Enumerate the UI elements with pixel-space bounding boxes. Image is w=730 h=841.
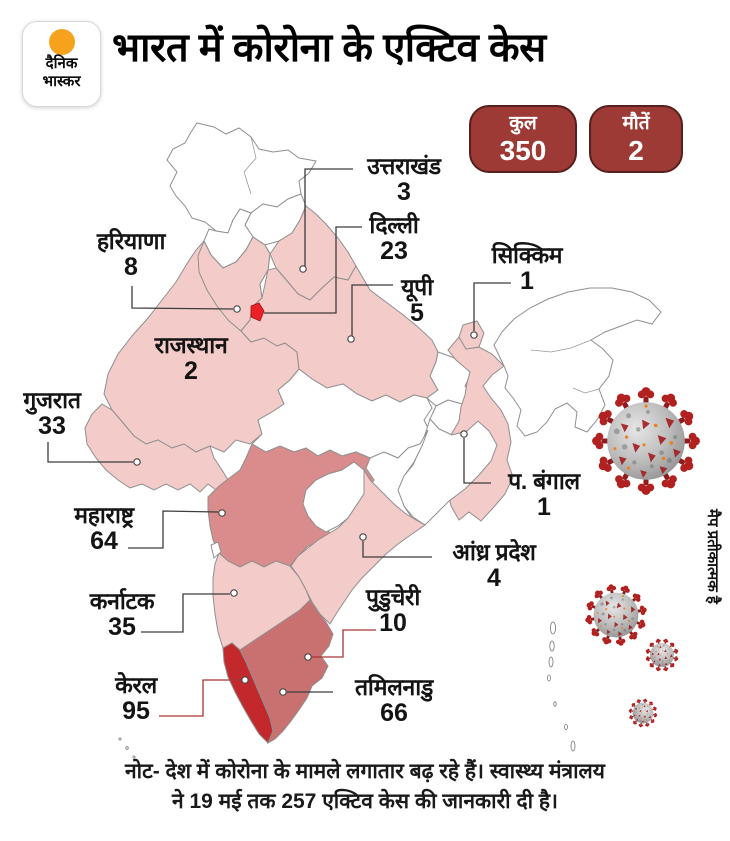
logo-text-line2: भास्कर <box>42 73 81 90</box>
state-name: महाराष्ट्र <box>74 502 134 528</box>
map-marker-dots <box>133 265 478 696</box>
state-tamil-nadu <box>239 599 334 745</box>
state-value: 1 <box>537 493 551 522</box>
state-haryana <box>197 236 271 332</box>
state-name: आंध्र प्रदेश <box>452 539 536 565</box>
state-name: राजस्थान <box>154 332 228 358</box>
state-value: 64 <box>90 527 118 556</box>
state-value: 10 <box>379 609 407 638</box>
map-disclaimer-note: मैप प्रतीकात्मक है <box>704 509 721 604</box>
label-uttar-pradesh: यूपी 5 <box>401 274 433 328</box>
state-name: उत्तराखंड <box>367 153 441 179</box>
internal-border <box>243 136 257 195</box>
label-gujarat: गुजरात 33 <box>23 387 81 441</box>
state-value: 2 <box>184 357 198 386</box>
label-maharashtra: महाराष्ट्र 64 <box>74 502 134 556</box>
state-value: 95 <box>122 697 150 726</box>
state-goa <box>210 541 222 559</box>
state-value: 8 <box>124 253 138 282</box>
state-value: 33 <box>38 412 66 441</box>
state-name: प. बंगाल <box>508 468 580 494</box>
sun-icon <box>48 29 75 55</box>
logo-text-line1: दैनिक <box>45 55 78 72</box>
state-shapes <box>84 122 662 745</box>
state-name: पुडुचेरी <box>365 584 421 610</box>
state-name: तमिलनाडु <box>355 674 433 700</box>
label-sikkim: सिक्किम 1 <box>491 242 563 296</box>
total-cases-badge: कुल 350 <box>469 105 577 173</box>
state-value: 1 <box>520 267 534 296</box>
coronavirus-icon-tiny <box>624 694 662 732</box>
connector-lines <box>47 168 511 717</box>
label-andhra-pradesh: आंध्र प्रदेश 4 <box>452 539 536 593</box>
coronavirus-icon-medium <box>576 575 656 655</box>
label-puducherry: पुडुचेरी 10 <box>365 584 421 638</box>
state-value: 5 <box>410 299 424 328</box>
internal-border <box>572 387 600 394</box>
total-badge-label: कुल <box>509 113 537 134</box>
label-karnataka: कर्नाटक 35 <box>89 588 155 642</box>
label-tamil-nadu: तमिलनाडु 66 <box>355 674 433 728</box>
coronavirus-illustrations <box>576 387 700 732</box>
footnote-line1: नोट- देश में कोरोना के मामले लगातार बढ़ … <box>125 760 605 783</box>
label-west-bengal: प. बंगाल 1 <box>508 468 580 522</box>
coronavirus-icon-small <box>638 631 686 679</box>
state-value: 4 <box>487 564 501 593</box>
state-name: दिल्ली <box>369 212 419 238</box>
state-name: केरल <box>115 672 157 698</box>
state-andhra-pradesh <box>290 468 426 625</box>
state-name: हरियाणा <box>96 228 166 254</box>
state-name: कर्नाटक <box>89 588 155 614</box>
state-name: यूपी <box>401 274 433 300</box>
state-gujarat <box>84 403 229 495</box>
state-name: गुजरात <box>23 387 81 413</box>
deaths-badge-label: मौतें <box>622 113 650 134</box>
islands <box>118 621 576 759</box>
total-badge-value: 350 <box>499 135 547 166</box>
state-value: 66 <box>380 699 408 728</box>
state-value: 3 <box>397 178 411 207</box>
label-haryana: हरियाणा 8 <box>96 228 166 282</box>
label-rajasthan: राजस्थान 2 <box>154 332 228 386</box>
state-value: 23 <box>380 237 408 266</box>
coronavirus-icon-large <box>592 387 700 495</box>
page-title: भारत में कोरोना के एक्टिव केस <box>112 26 546 70</box>
label-kerala: केरल 95 <box>115 672 157 726</box>
footnote: नोट- देश में कोरोना के मामले लगातार बढ़ … <box>0 757 730 817</box>
dainik-bhaskar-logo: दैनिक भास्कर <box>22 21 101 107</box>
state-value: 35 <box>108 613 136 642</box>
deaths-badge-value: 2 <box>628 135 644 166</box>
state-delhi-marker <box>250 302 265 322</box>
state-name: सिक्किम <box>491 242 563 268</box>
region-northeast <box>493 287 662 437</box>
label-delhi: दिल्ली 23 <box>369 212 419 266</box>
deaths-badge: मौतें 2 <box>589 105 683 173</box>
footnote-line2: ने 19 मई तक 257 एक्टिव केस की जानकारी दी… <box>172 790 558 813</box>
label-uttarakhand: उत्तराखंड 3 <box>367 153 441 207</box>
internal-border <box>530 339 592 353</box>
